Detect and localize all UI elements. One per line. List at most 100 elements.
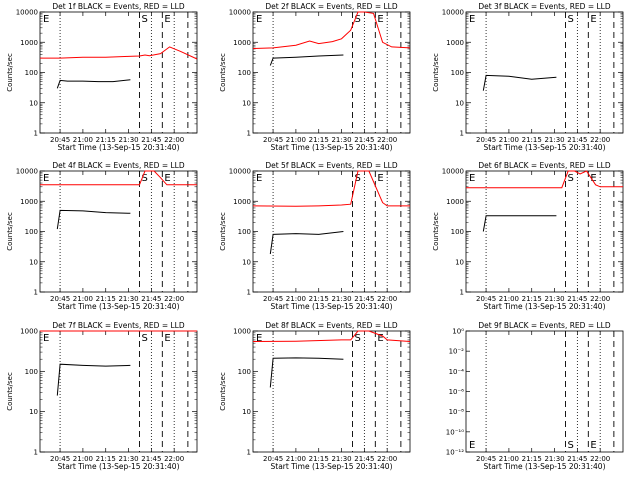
x-tick-label: 22:00 — [590, 295, 610, 303]
y-tick-label: 1000 — [446, 198, 464, 206]
panel-det-4f: Det 4f BLACK = Events, RED = LLD Counts/s… — [6, 161, 198, 311]
x-tick-label: 21:45 — [354, 295, 374, 303]
marker-e-0: E — [256, 173, 262, 184]
x-tick-label: 20:45 — [50, 295, 70, 303]
marker-e-2: E — [164, 14, 170, 25]
x-tick-label: 22:00 — [164, 455, 184, 463]
y-axis-label: Counts/sec — [432, 212, 440, 251]
panel-det-1f: Det 1f BLACK = Events, RED = LLD Counts/s… — [6, 2, 198, 152]
x-axis-label: Start Time (13-Sep-15 20:31:40) — [271, 462, 393, 471]
y-tick-label: 10⁻⁴ — [449, 368, 465, 376]
y-tick-label: 10 — [455, 258, 464, 266]
marker-e-0: E — [256, 333, 262, 344]
y-axis-label: Counts/sec — [219, 372, 227, 411]
marker-e-0: E — [469, 173, 475, 184]
plot-frame — [252, 330, 411, 453]
x-tick-label: 22:00 — [377, 295, 397, 303]
x-tick-label: 20:45 — [476, 455, 496, 463]
panel-title: Det 6f BLACK = Events, RED = LLD — [478, 161, 611, 170]
marker-s-1: S — [354, 333, 360, 344]
x-axis-label: Start Time (13-Sep-15 20:31:40) — [484, 302, 606, 311]
x-tick-label: 21:00 — [73, 295, 93, 303]
marker-s-1: S — [141, 173, 147, 184]
y-axis-label: Counts/sec — [219, 212, 227, 251]
marker-e-2: E — [590, 440, 596, 451]
y-tick-label: 1 — [247, 289, 251, 297]
x-tick-label: 21:00 — [286, 455, 306, 463]
panel-title: Det 9f BLACK = Events, RED = LLD — [478, 321, 611, 330]
y-tick-label: 10⁻¹⁰ — [446, 428, 464, 436]
y-tick-label: 10000 — [229, 168, 251, 176]
panel-det-2f: Det 2f BLACK = Events, RED = LLD Counts/s… — [219, 2, 411, 152]
marker-s-1: S — [567, 173, 573, 184]
x-tick-label: 21:45 — [141, 455, 161, 463]
x-tick-label: 20:45 — [476, 295, 496, 303]
x-tick-label: 21:30 — [331, 136, 351, 144]
y-tick-label: 100 — [25, 228, 38, 236]
x-tick-label: 21:15 — [522, 455, 542, 463]
marker-s-1: S — [141, 14, 147, 25]
x-tick-label: 21:15 — [522, 295, 542, 303]
plot-frame — [465, 11, 624, 134]
panel-title: Det 1f BLACK = Events, RED = LLD — [52, 2, 185, 11]
y-tick-label: 10⁰ — [452, 328, 464, 336]
plot-frame — [252, 170, 411, 293]
x-tick-label: 21:00 — [73, 455, 93, 463]
y-tick-label: 10⁻² — [449, 348, 465, 356]
marker-e-0: E — [43, 333, 49, 344]
y-tick-label: 10⁻⁶ — [449, 388, 465, 396]
series-red — [40, 170, 197, 186]
x-tick-label: 21:15 — [96, 455, 116, 463]
marker-e-2: E — [164, 173, 170, 184]
x-tick-label: 21:45 — [354, 136, 374, 144]
y-tick-label: 1000 — [20, 39, 38, 47]
y-tick-label: 100 — [25, 69, 38, 77]
panel-det-3f: Det 3f BLACK = Events, RED = LLD Counts/s… — [432, 2, 624, 152]
x-tick-label: 22:00 — [377, 455, 397, 463]
x-axis-label: Start Time (13-Sep-15 20:31:40) — [484, 462, 606, 471]
x-tick-label: 22:00 — [164, 136, 184, 144]
marker-e-2: E — [377, 14, 383, 25]
x-axis-label: Start Time (13-Sep-15 20:31:40) — [484, 143, 606, 152]
x-tick-label: 21:45 — [567, 295, 587, 303]
x-tick-label: 21:00 — [286, 136, 306, 144]
y-tick-label: 10⁻¹² — [446, 449, 464, 457]
x-tick-label: 22:00 — [377, 136, 397, 144]
x-tick-label: 21:30 — [544, 136, 564, 144]
plot-frame — [39, 11, 198, 134]
x-tick-label: 22:00 — [590, 136, 610, 144]
panel-title: Det 2f BLACK = Events, RED = LLD — [265, 2, 398, 11]
plot-frame — [465, 170, 624, 293]
y-tick-label: 1000 — [20, 328, 38, 336]
y-tick-label: 100 — [25, 368, 38, 376]
marker-s-1: S — [567, 440, 573, 451]
y-tick-label: 10000 — [442, 168, 464, 176]
x-axis-label: Start Time (13-Sep-15 20:31:40) — [271, 302, 393, 311]
x-tick-label: 21:00 — [499, 136, 519, 144]
y-tick-label: 10 — [242, 408, 251, 416]
x-tick-label: 21:30 — [118, 136, 138, 144]
plot-frame — [39, 170, 198, 293]
marker-s-1: S — [141, 333, 147, 344]
x-tick-label: 21:15 — [309, 295, 329, 303]
marker-e-0: E — [256, 14, 262, 25]
y-axis-label: Counts/sec — [6, 372, 14, 411]
x-tick-label: 21:45 — [141, 295, 161, 303]
x-tick-label: 21:00 — [73, 136, 93, 144]
marker-e-2: E — [590, 14, 596, 25]
x-tick-label: 21:15 — [309, 136, 329, 144]
x-tick-label: 21:30 — [118, 295, 138, 303]
x-tick-label: 21:30 — [331, 295, 351, 303]
y-tick-label: 10 — [455, 99, 464, 107]
x-axis-label: Start Time (13-Sep-15 20:31:40) — [58, 462, 180, 471]
plot-frame — [39, 330, 198, 453]
series-black — [482, 215, 557, 232]
marker-s-1: S — [567, 14, 573, 25]
y-tick-label: 1 — [34, 130, 38, 138]
marker-e-0: E — [43, 14, 49, 25]
y-tick-label: 10000 — [229, 9, 251, 17]
marker-e-2: E — [590, 173, 596, 184]
x-tick-label: 21:45 — [567, 136, 587, 144]
y-tick-label: 10 — [242, 99, 251, 107]
